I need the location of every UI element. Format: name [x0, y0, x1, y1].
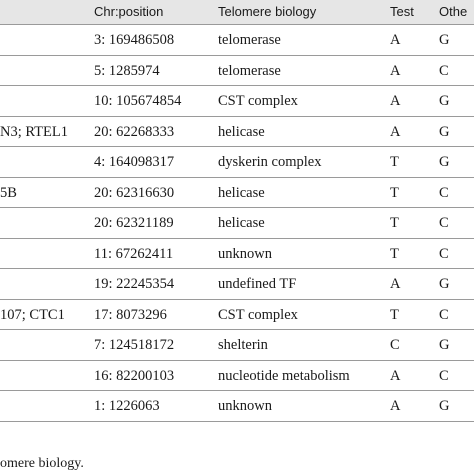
test-allele-cell: A	[390, 367, 401, 384]
row-divider	[0, 176, 474, 178]
other-allele-cell: G	[439, 154, 450, 170]
biology-cell: helicase	[218, 123, 265, 140]
position-cell: 4: 164098317	[94, 154, 175, 170]
header-telomere-biology: Telomere biology	[218, 4, 317, 19]
other-allele-cell: C	[439, 184, 449, 201]
row-divider	[0, 54, 474, 56]
row-divider	[0, 298, 474, 300]
test-allele-cell: A	[390, 276, 401, 292]
table-row: 107; CTC1 17: 8073296 CST complex T C	[0, 300, 474, 330]
table-row: 5: 1285974 telomerase A C	[0, 56, 474, 86]
row-divider	[0, 268, 474, 269]
biology-cell: unknown	[218, 245, 272, 262]
test-allele-cell: T	[390, 154, 399, 170]
other-allele-cell: G	[439, 93, 450, 109]
biology-cell: shelterin	[218, 337, 268, 353]
biology-cell: helicase	[218, 184, 265, 201]
position-cell: 1: 1226063	[94, 398, 160, 414]
row-divider	[0, 24, 474, 25]
table-bottom-rule	[0, 420, 474, 422]
other-allele-cell: C	[439, 62, 449, 79]
test-allele-cell: A	[390, 93, 401, 109]
biology-cell: CST complex	[218, 93, 298, 109]
gene-cell: 107; CTC1	[0, 306, 65, 323]
table-row: N3; RTEL1 20: 62268333 helicase A G	[0, 117, 474, 147]
position-cell: 11: 67262411	[94, 245, 174, 262]
footnote: omere biology.	[0, 456, 84, 471]
table-row: 19: 22245354 undefined TF A G	[0, 269, 474, 299]
other-allele-cell: G	[439, 32, 450, 48]
row-divider	[0, 85, 474, 86]
row-divider	[0, 359, 474, 361]
row-divider	[0, 207, 474, 208]
header-test: Test	[390, 4, 414, 19]
other-allele-cell: G	[439, 123, 450, 140]
test-allele-cell: A	[390, 62, 401, 79]
test-allele-cell: A	[390, 123, 401, 140]
table-row: 20: 62321189 helicase T C	[0, 208, 474, 238]
table-row: 5B 20: 62316630 helicase T C	[0, 178, 474, 208]
position-cell: 10: 105674854	[94, 93, 182, 109]
header-chr-position: Chr:position	[94, 4, 164, 19]
other-allele-cell: C	[439, 367, 449, 384]
position-cell: 17: 8073296	[94, 306, 167, 323]
table-row: 7: 124518172 shelterin C G	[0, 330, 474, 360]
position-cell: 16: 82200103	[94, 367, 175, 384]
biology-cell: dyskerin complex	[218, 154, 322, 170]
position-cell: 20: 62316630	[94, 184, 175, 201]
header-other: Othe	[439, 4, 468, 19]
table-row: 10: 105674854 CST complex A G	[0, 86, 474, 116]
position-cell: 5: 1285974	[94, 62, 160, 79]
position-cell: 7: 124518172	[94, 337, 175, 353]
row-divider	[0, 390, 474, 391]
other-allele-cell: C	[439, 215, 449, 231]
table-row: 4: 164098317 dyskerin complex T G	[0, 147, 474, 177]
biology-cell: undefined TF	[218, 276, 297, 292]
biology-cell: helicase	[218, 215, 265, 231]
row-divider	[0, 146, 474, 147]
biology-cell: telomerase	[218, 32, 281, 48]
other-allele-cell: C	[439, 245, 449, 262]
table-row: 16: 82200103 nucleotide metabolism A C	[0, 361, 474, 391]
position-cell: 3: 169486508	[94, 32, 175, 48]
test-allele-cell: T	[390, 215, 399, 231]
biology-cell: CST complex	[218, 306, 298, 323]
other-allele-cell: G	[439, 337, 450, 353]
other-allele-cell: C	[439, 306, 449, 323]
position-cell: 20: 62268333	[94, 123, 175, 140]
biology-cell: nucleotide metabolism	[218, 367, 350, 384]
test-allele-cell: T	[390, 245, 399, 262]
row-divider	[0, 115, 474, 117]
table-row: 3: 169486508 telomerase A G	[0, 25, 474, 55]
other-allele-cell: G	[439, 398, 450, 414]
test-allele-cell: T	[390, 184, 399, 201]
test-allele-cell: A	[390, 32, 401, 48]
table-row: 1: 1226063 unknown A G	[0, 391, 474, 421]
gene-cell: 5B	[0, 184, 17, 201]
test-allele-cell: T	[390, 306, 399, 323]
row-divider	[0, 237, 474, 239]
table-header: Chr:position Telomere biology Test Othe	[0, 0, 474, 24]
biology-cell: unknown	[218, 398, 272, 414]
table-row: 11: 67262411 unknown T C	[0, 239, 474, 269]
other-allele-cell: G	[439, 276, 450, 292]
position-cell: 19: 22245354	[94, 276, 175, 292]
position-cell: 20: 62321189	[94, 215, 174, 231]
test-allele-cell: A	[390, 398, 401, 414]
gene-cell: N3; RTEL1	[0, 123, 68, 140]
test-allele-cell: C	[390, 337, 400, 353]
row-divider	[0, 329, 474, 330]
biology-cell: telomerase	[218, 62, 281, 79]
